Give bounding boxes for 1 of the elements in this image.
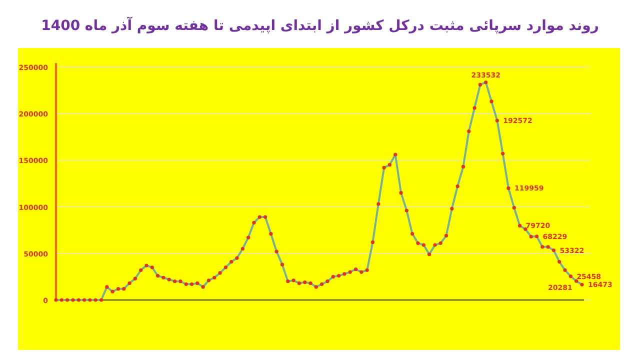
- chart-title: روند موارد سرپائی مثبت درکل کشور از ابتدای اپیدمی تا هفته سوم آذر ماه 1400: [41, 16, 599, 34]
